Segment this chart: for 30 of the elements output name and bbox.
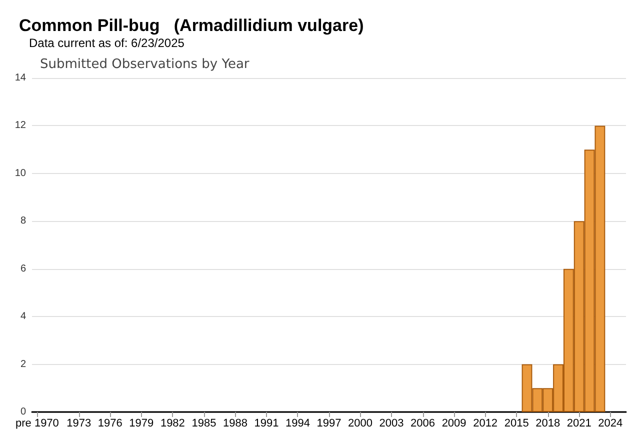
x-tick-label: 1979: [129, 418, 154, 430]
x-tick-label: 1976: [98, 418, 122, 430]
x-tick-label: 2021: [566, 418, 592, 430]
x-tick-label: 2009: [442, 418, 466, 430]
x-tick-label: 2024: [598, 418, 623, 430]
x-tick-label: 2012: [473, 418, 498, 430]
x-tick-label: 2018: [536, 418, 560, 430]
x-tick-label: pre 1970: [15, 418, 59, 430]
x-tick-label: 1973: [66, 418, 92, 430]
y-tick-label: 10: [14, 168, 26, 179]
y-tick-label: 4: [20, 311, 26, 322]
x-tick-label: 2003: [379, 418, 404, 430]
x-tick-label: 1982: [160, 418, 185, 430]
y-tick-label: 2: [20, 358, 26, 370]
y-tick-label: 0: [20, 406, 26, 418]
y-tick-label: 8: [20, 216, 26, 227]
x-tick-label: 1985: [192, 418, 216, 430]
x-tick-label: 1988: [222, 418, 248, 430]
y-tick-label: 14: [14, 72, 26, 84]
y-tick-label: 6: [20, 263, 26, 274]
x-tick-label: 1997: [316, 418, 342, 430]
x-tick-label: 1994: [285, 418, 310, 430]
x-tick-label: 2006: [410, 418, 436, 430]
chart-title: Common Pill-bug (Armadillidium vulgare): [19, 16, 364, 35]
y-tick-label: 12: [14, 120, 26, 132]
text: Submitted Observations by Year: [40, 57, 250, 72]
x-tick-label: 2000: [348, 418, 373, 430]
chart-subtitle: Data current as of: 6/23/2025: [29, 36, 185, 50]
x-tick-label: 2015: [504, 418, 529, 430]
x-tick-label: 1991: [254, 418, 279, 430]
